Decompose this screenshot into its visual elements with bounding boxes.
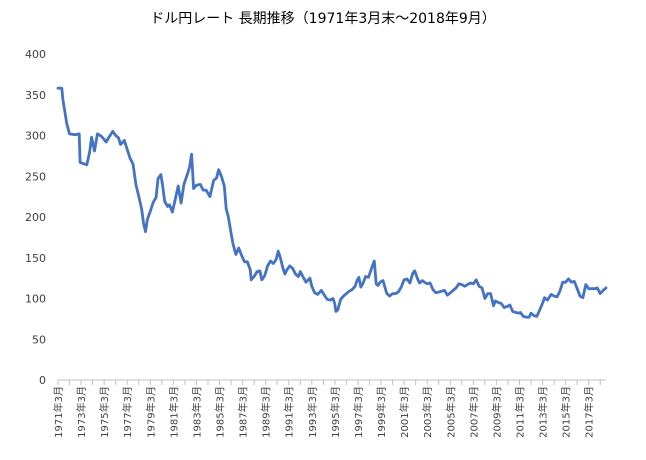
chart-title: ドル円レート 長期推移（1971年3月末～2018年9月） <box>150 11 496 27</box>
x-tick-label: 1999年3月 <box>375 386 388 438</box>
x-tick-label: 1971年3月 <box>52 386 65 438</box>
x-tick-label: 1993年3月 <box>306 386 319 438</box>
y-tick-label: 250 <box>25 170 46 183</box>
series-line <box>56 86 608 319</box>
y-tick-label: 50 <box>32 333 46 346</box>
y-tick-label: 100 <box>25 293 46 306</box>
x-tick-label: 1977年3月 <box>121 386 134 438</box>
x-tick-label: 2003年3月 <box>421 386 434 438</box>
x-tick-label: 2015年3月 <box>560 386 573 438</box>
x-tick-label: 1995年3月 <box>329 386 342 438</box>
x-tick-label: 2017年3月 <box>583 386 596 438</box>
y-tick-label: 150 <box>25 252 46 265</box>
x-tick-label: 1975年3月 <box>98 386 111 438</box>
y-axis: 0 50 100 150 200 250 300 350 400 <box>25 48 46 387</box>
x-tick-label: 2001年3月 <box>398 386 411 438</box>
x-tick-label: 1989年3月 <box>260 386 273 438</box>
x-tick-label: 1987年3月 <box>237 386 250 438</box>
x-tick-label: 2009年3月 <box>490 386 503 438</box>
x-tick-label: 2005年3月 <box>444 386 457 438</box>
x-tick-label: 1983年3月 <box>190 386 203 438</box>
x-tick-label: 2007年3月 <box>467 386 480 438</box>
x-tick-label: 1973年3月 <box>75 386 88 438</box>
y-tick-label: 400 <box>25 48 46 61</box>
y-tick-label: 350 <box>25 89 46 102</box>
plot-area <box>56 86 608 319</box>
x-tick-label: 1985年3月 <box>214 386 227 438</box>
x-tick-label: 1997年3月 <box>352 386 365 438</box>
y-tick-label: 200 <box>25 211 46 224</box>
x-tick-label: 1991年3月 <box>283 386 296 438</box>
y-tick-label: 300 <box>25 130 46 143</box>
x-axis: 1971年3月 1973年3月 1975年3月 1977年3月 1979年3月 1981年… <box>52 379 606 438</box>
y-tick-label: 0 <box>39 374 46 387</box>
x-tick-label: 2013年3月 <box>537 386 550 438</box>
x-tick-label: 2011年3月 <box>513 386 526 438</box>
x-tick-label: 1979年3月 <box>144 386 157 438</box>
x-tick-label: 1981年3月 <box>167 386 180 438</box>
